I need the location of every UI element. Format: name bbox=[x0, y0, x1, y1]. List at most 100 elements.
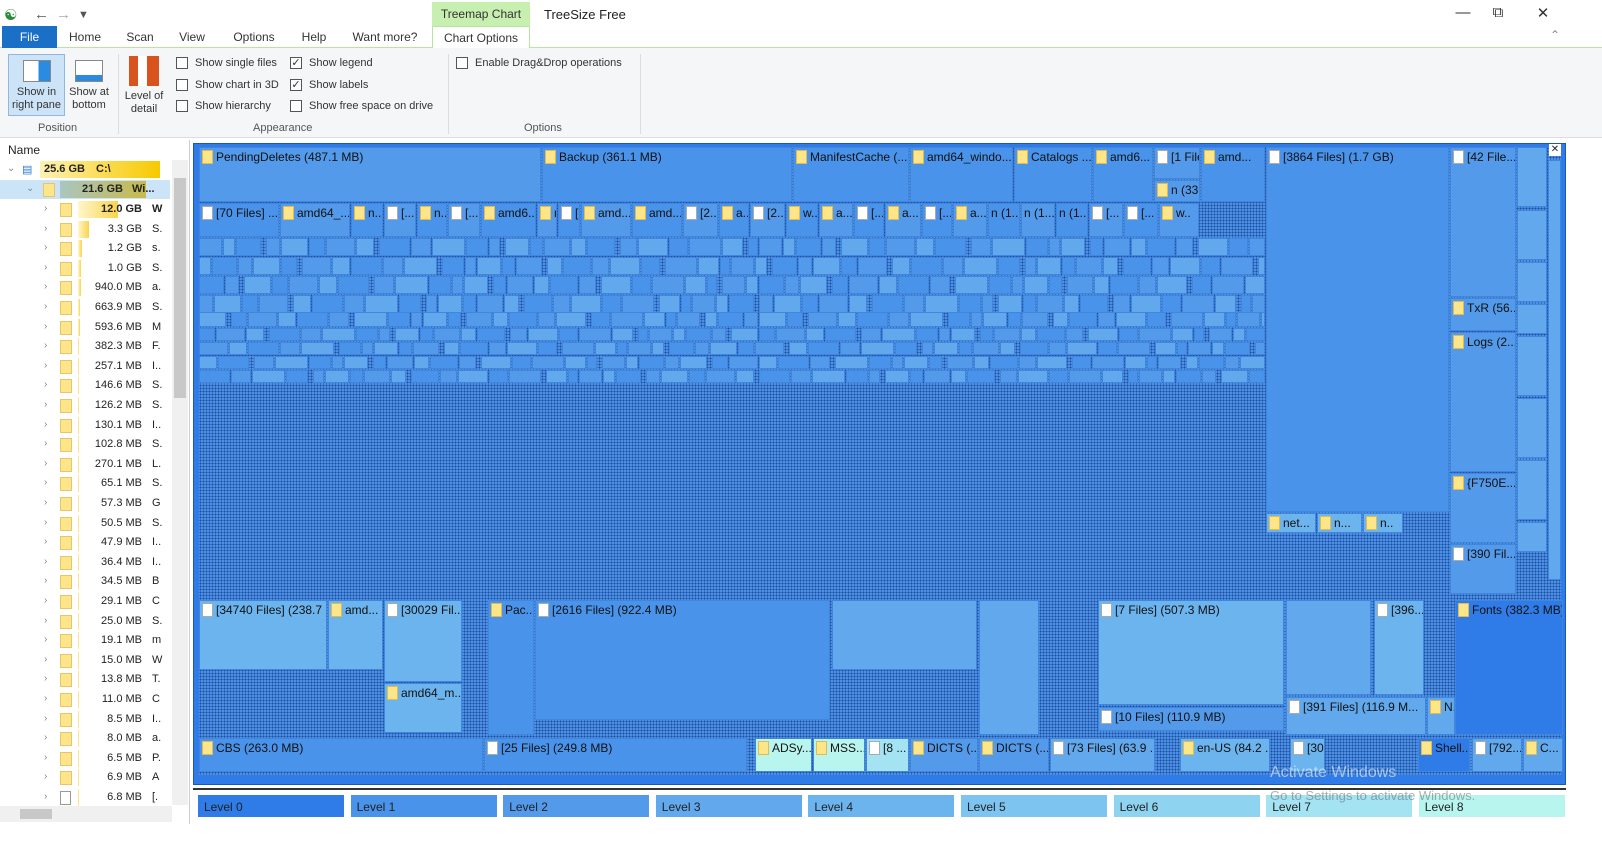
treemap-small-tile[interactable] bbox=[1072, 356, 1091, 369]
treemap-small-tile[interactable] bbox=[1157, 276, 1187, 294]
treemap-small-tile[interactable] bbox=[602, 295, 621, 313]
treemap-small-tile[interactable] bbox=[477, 257, 501, 275]
treemap-small-tile[interactable] bbox=[399, 342, 412, 355]
treemap-small-tile[interactable] bbox=[808, 312, 837, 327]
treemap-small-tile[interactable] bbox=[759, 370, 790, 383]
treemap-small-tile[interactable] bbox=[1221, 370, 1248, 383]
treemap-small-tile[interactable] bbox=[731, 328, 758, 341]
treemap-small-tile[interactable] bbox=[1182, 295, 1214, 313]
treemap-small-tile[interactable] bbox=[872, 295, 903, 313]
tree-item[interactable]: › 663.9 MB S. bbox=[0, 298, 172, 317]
treemap-small-tile[interactable] bbox=[1069, 312, 1097, 327]
treemap-small-tile[interactable] bbox=[1069, 370, 1101, 383]
treemap-small-tile[interactable] bbox=[990, 356, 1018, 369]
treemap-tile[interactable]: ADSy... bbox=[755, 738, 812, 772]
treemap-small-tile[interactable] bbox=[344, 295, 364, 313]
tree-item[interactable]: › 19.1 MB m bbox=[0, 631, 172, 650]
chevron-right-icon[interactable]: › bbox=[44, 653, 48, 665]
treemap-small-tile[interactable] bbox=[1201, 257, 1220, 275]
treemap-tile[interactable]: [390 Fil... bbox=[1450, 544, 1516, 594]
treemap-small-tile[interactable] bbox=[1037, 295, 1063, 313]
treemap-tile[interactable]: amd6... bbox=[1093, 147, 1153, 202]
treemap-small-tile[interactable] bbox=[677, 312, 700, 327]
treemap-small-tile[interactable] bbox=[1194, 328, 1204, 341]
treemap-small-tile[interactable] bbox=[895, 342, 917, 355]
treemap-small-tile[interactable] bbox=[1255, 342, 1265, 355]
treemap-tile[interactable]: n. bbox=[537, 203, 557, 237]
treemap-small-tile[interactable] bbox=[971, 238, 991, 256]
treemap-small-tile[interactable] bbox=[1037, 257, 1061, 275]
treemap-tile[interactable]: CBS (263.0 MB) bbox=[199, 738, 483, 772]
treemap-tile[interactable]: {F750E... bbox=[1450, 473, 1516, 543]
treemap-small-tile[interactable] bbox=[601, 276, 631, 294]
treemap-small-tile[interactable] bbox=[759, 295, 773, 313]
treemap-tile[interactable]: amd... bbox=[581, 203, 631, 237]
treemap-small-tile[interactable] bbox=[1258, 257, 1265, 275]
treemap-tile[interactable]: n.. bbox=[1363, 513, 1403, 533]
treemap-small-tile[interactable] bbox=[1261, 312, 1265, 327]
treemap-small-tile[interactable] bbox=[998, 295, 1022, 313]
treemap-small-tile[interactable] bbox=[534, 276, 549, 294]
treemap-small-tile[interactable] bbox=[374, 276, 394, 294]
treemap-tile[interactable]: amd64_m... bbox=[384, 683, 462, 733]
tree-item[interactable]: › 382.3 MB F. bbox=[0, 337, 172, 356]
treemap-small-tile[interactable] bbox=[1155, 342, 1176, 355]
treemap-small-tile[interactable] bbox=[1119, 328, 1138, 341]
treemap-small-tile[interactable] bbox=[199, 276, 224, 294]
treemap-small-tile[interactable] bbox=[587, 238, 615, 256]
treemap-small-tile[interactable] bbox=[1019, 356, 1036, 369]
treemap-tile[interactable]: [... bbox=[854, 203, 884, 237]
treemap-small-tile[interactable] bbox=[565, 356, 586, 369]
treemap-small-tile[interactable] bbox=[1110, 276, 1138, 294]
treemap-small-tile[interactable] bbox=[776, 328, 805, 341]
treemap-small-tile[interactable] bbox=[1061, 238, 1085, 256]
treemap-small-tile[interactable] bbox=[1012, 276, 1023, 294]
treemap-small-tile[interactable] bbox=[571, 295, 601, 313]
treemap-tile[interactable]: Logs (2... bbox=[1450, 332, 1516, 472]
treemap-small-tile[interactable] bbox=[980, 328, 993, 341]
treemap-small-tile[interactable] bbox=[1225, 356, 1239, 369]
treemap-small-tile[interactable] bbox=[1237, 312, 1260, 327]
treemap-small-tile[interactable] bbox=[755, 342, 784, 355]
treemap-small-tile[interactable] bbox=[759, 328, 775, 341]
treemap-small-tile[interactable] bbox=[466, 312, 492, 327]
treemap-small-tile[interactable] bbox=[652, 342, 664, 355]
treemap-small-tile[interactable] bbox=[1517, 336, 1547, 396]
treemap-small-tile[interactable] bbox=[460, 342, 488, 355]
scrollbar-thumb[interactable] bbox=[20, 809, 52, 819]
treemap-small-tile[interactable] bbox=[504, 295, 519, 313]
treemap-small-tile[interactable] bbox=[759, 356, 777, 369]
chevron-right-icon[interactable]: › bbox=[44, 203, 48, 214]
treemap-small-tile[interactable] bbox=[252, 370, 285, 383]
checkbox-box[interactable] bbox=[176, 79, 188, 91]
treemap-small-tile[interactable] bbox=[1098, 342, 1117, 355]
tree-horizontal-scrollbar[interactable] bbox=[0, 806, 172, 822]
treemap-small-tile[interactable] bbox=[1064, 295, 1079, 313]
chevron-right-icon[interactable]: › bbox=[44, 399, 48, 410]
treemap-small-tile[interactable] bbox=[1103, 257, 1118, 275]
tree-item[interactable]: › 50.5 MB S. bbox=[0, 514, 172, 533]
treemap-small-tile[interactable] bbox=[579, 276, 596, 294]
treemap-small-tile[interactable] bbox=[272, 276, 288, 294]
checkbox-box[interactable] bbox=[290, 100, 302, 112]
tab-file[interactable]: File bbox=[2, 26, 57, 48]
treemap-small-tile[interactable] bbox=[1037, 356, 1067, 369]
treemap-tile[interactable]: [.. bbox=[558, 203, 580, 237]
tree-vertical-scrollbar[interactable] bbox=[172, 160, 188, 805]
treemap-small-tile[interactable] bbox=[947, 356, 973, 369]
treemap-small-tile[interactable] bbox=[365, 295, 398, 313]
treemap-tile[interactable]: [391 Files] (116.9 M... bbox=[1286, 697, 1426, 735]
show-single-files-checkbox[interactable]: Show single files bbox=[176, 57, 277, 69]
treemap-small-tile[interactable] bbox=[649, 328, 672, 341]
treemap-small-tile[interactable] bbox=[553, 295, 570, 313]
treemap-small-tile[interactable] bbox=[1199, 356, 1224, 369]
treemap-small-tile[interactable] bbox=[1198, 238, 1228, 256]
treemap-small-tile[interactable] bbox=[1162, 295, 1181, 313]
chevron-right-icon[interactable]: › bbox=[44, 242, 48, 254]
treemap-small-tile[interactable] bbox=[493, 312, 508, 327]
treemap-small-tile[interactable] bbox=[832, 276, 848, 294]
treemap-small-tile[interactable] bbox=[466, 238, 488, 256]
treemap-small-tile[interactable] bbox=[778, 356, 809, 369]
treemap-small-tile[interactable] bbox=[301, 342, 334, 355]
treemap-small-tile[interactable] bbox=[505, 238, 529, 256]
